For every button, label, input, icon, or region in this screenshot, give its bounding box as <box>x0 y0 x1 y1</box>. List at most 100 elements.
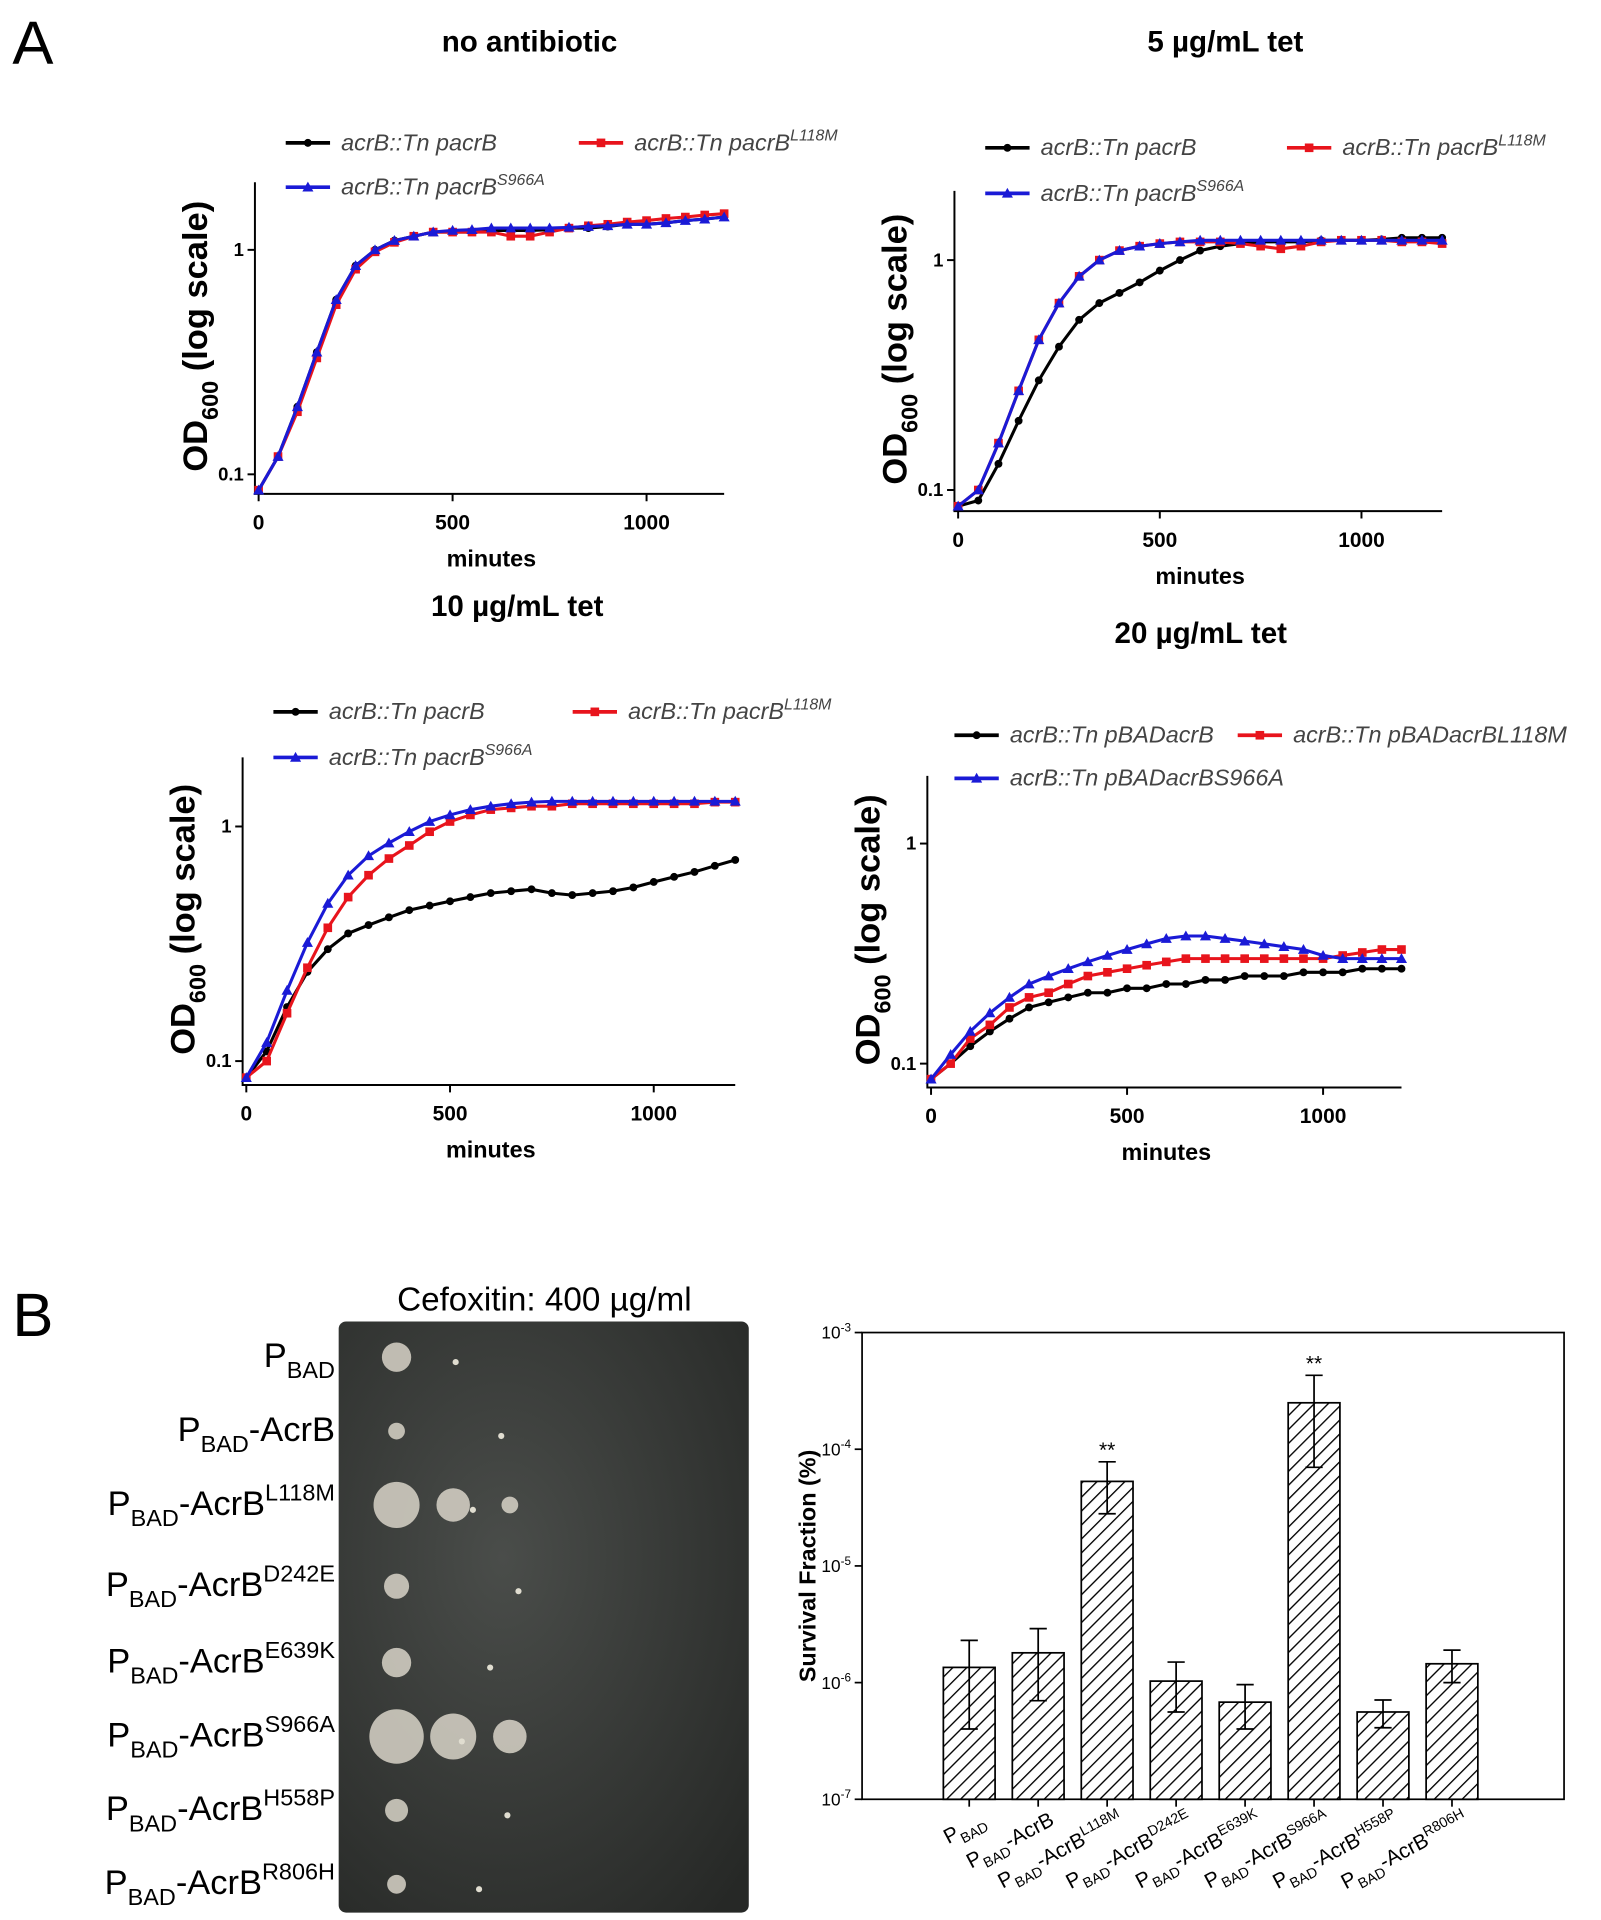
marker <box>1005 1014 1014 1023</box>
colony-spot <box>501 1496 519 1514</box>
marker <box>281 984 293 995</box>
legend-marker <box>590 707 600 717</box>
text-run: acrB::Tn pacrB <box>1342 134 1498 160</box>
marker <box>925 1073 937 1084</box>
significance-label: ** <box>1099 1439 1115 1462</box>
marker <box>384 854 394 863</box>
series-line <box>257 215 725 491</box>
marker <box>272 451 284 461</box>
marker <box>1315 234 1327 245</box>
marker <box>1082 956 1094 967</box>
colony-spot <box>430 1713 477 1760</box>
text-run: -AcrB <box>176 1864 262 1902</box>
marker <box>718 211 730 222</box>
marker <box>1023 978 1035 989</box>
marker <box>1295 234 1307 245</box>
legend-marker <box>972 731 981 740</box>
marker <box>1121 943 1133 954</box>
marker <box>388 235 400 245</box>
text-run: L118M <box>265 1479 335 1505</box>
text-run: -AcrB <box>177 1566 263 1604</box>
x-tick-label: 500 <box>1110 1105 1145 1128</box>
text-run: BAD <box>130 1736 178 1762</box>
colony-dot <box>475 1886 483 1893</box>
text-run: BAD <box>201 1431 249 1457</box>
error-bar <box>1443 1649 1461 1684</box>
text-run: -7 <box>841 1788 851 1801</box>
marker <box>1142 984 1151 993</box>
marker <box>383 837 395 848</box>
text-run: R806H <box>1420 1806 1467 1841</box>
marker <box>1335 234 1347 245</box>
marker <box>1083 971 1093 981</box>
colony-dot <box>504 1812 511 1819</box>
legend-label: acrB::Tn pBADacrB <box>1010 722 1214 748</box>
marker <box>1234 234 1247 245</box>
text-run: acrB::Tn pBADacrB <box>1010 722 1214 748</box>
text-run: 10 <box>821 1673 840 1693</box>
text-run: S966A <box>1197 178 1245 195</box>
text-run: -AcrB <box>178 1642 264 1680</box>
marker <box>1279 954 1289 963</box>
y-tick-label: 10-4 <box>821 1438 851 1459</box>
marker <box>688 795 701 806</box>
text-run: BAD <box>130 1662 178 1688</box>
legend-marker <box>596 138 606 148</box>
marker <box>505 222 517 233</box>
marker <box>1073 270 1085 281</box>
error-bar <box>1236 1683 1254 1730</box>
text-run: 600 <box>197 381 223 420</box>
marker <box>1180 930 1192 941</box>
y-axis-label: OD600 (log scale) <box>849 794 895 1065</box>
axis <box>926 775 1402 1089</box>
text-run: (log scale) <box>165 784 203 964</box>
marker <box>587 795 599 806</box>
y-tick-label: 1 <box>906 833 916 854</box>
text-run: R806H <box>262 1859 335 1885</box>
marker <box>1319 968 1328 977</box>
marker <box>1141 938 1153 949</box>
text-run: E639K <box>265 1637 336 1663</box>
marker <box>629 883 638 892</box>
chart-title: 10 µg/mL tet <box>431 590 604 623</box>
marker <box>525 796 538 807</box>
marker <box>1377 964 1386 973</box>
marker <box>602 220 614 231</box>
axis <box>953 190 1443 513</box>
marker <box>546 795 558 806</box>
marker <box>607 795 619 806</box>
panel-label: A <box>12 9 53 78</box>
marker <box>445 817 455 826</box>
marker <box>1034 376 1043 385</box>
marker <box>709 795 721 806</box>
colony-spot <box>381 1647 412 1678</box>
marker <box>1416 234 1428 245</box>
text-run: 600 <box>185 964 211 1003</box>
colony-dot <box>458 1738 465 1745</box>
marker <box>1103 988 1112 997</box>
marker <box>1338 968 1347 977</box>
legend-marker <box>290 751 302 762</box>
text-run: acrB::Tn pBADacrBS966A <box>1010 765 1284 791</box>
marker <box>350 260 362 271</box>
marker <box>486 889 495 898</box>
marker <box>330 294 342 304</box>
marker <box>1123 984 1132 993</box>
text-run: S966A <box>497 172 545 189</box>
marker <box>1101 949 1114 960</box>
marker <box>1201 954 1210 963</box>
text-run: (log scale) <box>849 794 887 974</box>
marker <box>1355 234 1368 245</box>
text-run: acrB::Tn pacrB <box>341 129 497 155</box>
marker <box>1142 960 1151 970</box>
text-run: BAD <box>958 1819 991 1847</box>
text-run: P <box>178 1411 201 1449</box>
panel-label: B <box>12 1281 53 1350</box>
series-line <box>957 236 1443 508</box>
marker <box>1181 954 1191 963</box>
marker <box>444 809 456 820</box>
colony-spot <box>385 1798 409 1822</box>
marker <box>964 1025 976 1036</box>
marker <box>566 795 578 806</box>
marker <box>1014 416 1023 425</box>
